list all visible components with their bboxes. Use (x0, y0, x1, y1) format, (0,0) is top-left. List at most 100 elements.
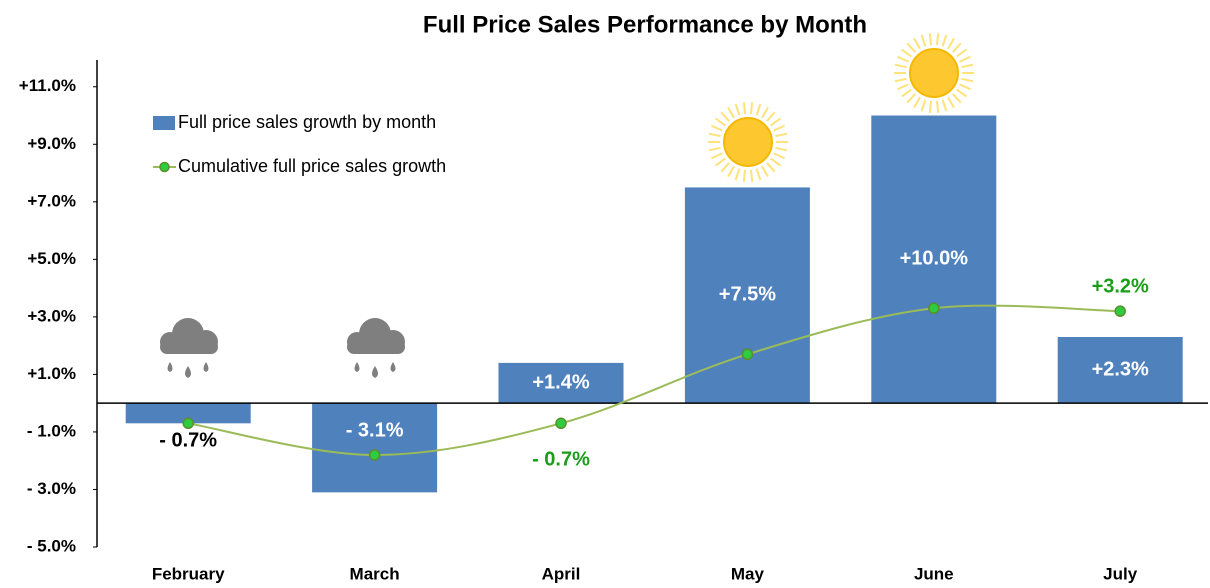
y-tick-label: +7.0% (27, 191, 76, 210)
line (188, 304, 1121, 456)
sun-ray (773, 152, 785, 160)
rain-cloud (160, 318, 218, 378)
legend-swatch (159, 161, 170, 173)
sun-ray (775, 132, 788, 138)
sun-ray (906, 93, 917, 104)
line-marker (182, 417, 194, 430)
sun-ray (711, 152, 723, 160)
legend-label: Full price sales growth by month (178, 112, 436, 132)
y-tick-label: +9.0% (27, 134, 76, 153)
sun-ray (901, 88, 912, 98)
line-marker (368, 449, 381, 461)
sun-ray (770, 117, 781, 127)
sun-ray (951, 42, 962, 53)
bar-value-label: +7.5% (719, 284, 776, 306)
sun-ray (765, 111, 776, 122)
sun-ray (708, 146, 721, 152)
x-tick-label: May (731, 564, 765, 583)
y-tick-label: +3.0% (27, 306, 76, 325)
sun-ray (720, 111, 731, 122)
sun-ray (897, 55, 909, 63)
bar (312, 403, 438, 493)
sun-ray (742, 102, 747, 115)
y-tick-label: +11.0% (19, 76, 76, 95)
sun-ray (961, 63, 974, 69)
bar-value-label: - 0.7% (159, 430, 217, 452)
line-marker (555, 417, 567, 430)
sun-ray (749, 102, 754, 115)
x-tick-label: July (1103, 564, 1138, 583)
sun-ray (959, 83, 971, 91)
sun (894, 33, 974, 113)
sun-ray (708, 132, 721, 138)
sun-ray (894, 77, 907, 83)
sun-ray (773, 124, 785, 132)
sun-ray (947, 96, 955, 109)
sun-ray (897, 83, 909, 91)
sun-ray (894, 63, 907, 69)
sun-ray (956, 48, 967, 58)
y-tick-label: - 3.0% (27, 479, 76, 498)
sun-ray (959, 55, 971, 63)
bar (1057, 337, 1183, 404)
bar-value-label: +10.0% (900, 248, 969, 270)
legend-swatch (153, 116, 175, 130)
y-tick-label: - 5.0% (27, 536, 76, 555)
y-tick-label: - 1.0% (27, 421, 76, 440)
chart-title: Full Price Sales Performance by Month (423, 11, 867, 38)
x-tick-label: March (350, 564, 400, 583)
sun-ray (765, 162, 776, 173)
sun-ray (755, 168, 762, 181)
bar (125, 403, 251, 424)
sun-ray (906, 42, 917, 53)
line-marker (928, 302, 940, 315)
y-tick-label: +5.0% (27, 249, 76, 268)
sun-ray (761, 106, 769, 119)
sun-ray (935, 100, 940, 113)
sun-ray (742, 169, 747, 182)
sun-ray (734, 103, 741, 116)
sun-ray (755, 103, 762, 116)
sun-ray (928, 100, 933, 113)
y-tick-label: +1.0% (27, 364, 76, 383)
sun-ray (947, 37, 955, 50)
bar (684, 187, 810, 404)
sun-ray (715, 117, 726, 127)
sun-ray (711, 124, 723, 132)
line-marker (1114, 305, 1126, 317)
sun-ray (775, 146, 788, 152)
sun (708, 102, 788, 182)
sun-ray (920, 99, 927, 112)
bar-value-label: - 3.1% (346, 419, 404, 441)
sun-ray (920, 34, 927, 47)
sun-ray (961, 77, 974, 83)
weather-icons (160, 33, 974, 378)
rain-cloud (347, 318, 405, 378)
bar-value-label: +1.4% (532, 371, 589, 393)
sun-ray (770, 157, 781, 167)
sun-ray (715, 157, 726, 167)
sun-ray (928, 33, 933, 46)
x-tick-label: April (542, 564, 581, 583)
sun-ray (913, 96, 921, 109)
line-value-label: +3.2% (1092, 275, 1149, 297)
sun-ray (734, 168, 741, 181)
sun-ray (720, 162, 731, 173)
x-tick-label: February (152, 564, 225, 583)
bar (871, 115, 997, 404)
x-tick-label: June (914, 564, 954, 583)
sun-ray (761, 165, 769, 178)
sun-ray (956, 88, 967, 98)
sun-ray (941, 99, 948, 112)
sun-ray (727, 165, 735, 178)
legend-label: Cumulative full price sales growth (178, 156, 446, 176)
sun-ray (749, 169, 754, 182)
sun-ray (727, 106, 735, 119)
sun-ray (941, 34, 948, 47)
sun-ray (913, 37, 921, 50)
sun-ray (935, 33, 940, 46)
bar (498, 362, 624, 404)
line-value-label: - 0.7% (532, 449, 590, 471)
sun-ray (951, 93, 962, 104)
